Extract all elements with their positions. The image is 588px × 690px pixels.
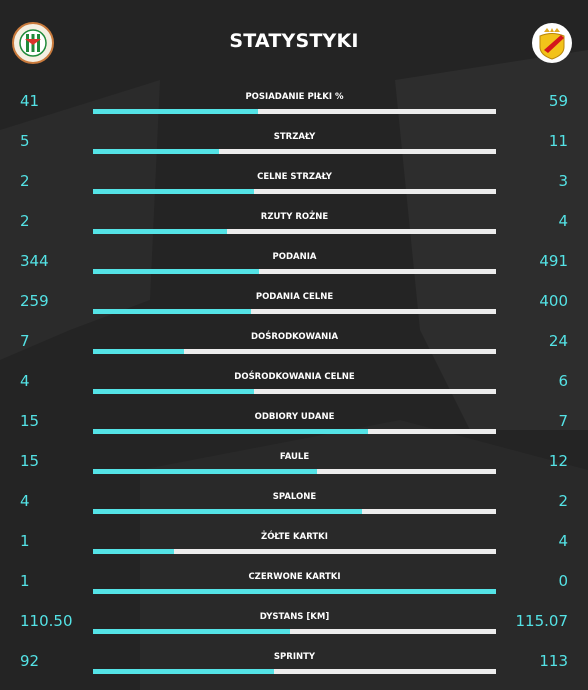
- home-share-fill: [93, 669, 274, 674]
- stat-comparison-bar: [93, 269, 496, 274]
- stat-label: DYSTANS [KM]: [259, 612, 330, 622]
- home-share-fill: [93, 429, 368, 434]
- home-stat-value: 259: [20, 292, 49, 310]
- stat-comparison-bar: [93, 469, 496, 474]
- stat-row: 259 PODANIA CELNE 400: [0, 284, 588, 324]
- stat-row: 15 FAULE 12: [0, 444, 588, 484]
- stat-label: DOŚRODKOWANIA CELNE: [234, 372, 355, 382]
- stat-label: ODBIORY UDANE: [254, 412, 335, 422]
- stat-row: 4 SPALONE 2: [0, 484, 588, 524]
- stat-row: 41 POSIADANIE PIŁKI % 59: [0, 84, 588, 124]
- away-stat-value: 6: [558, 372, 568, 390]
- stat-comparison-bar: [93, 229, 496, 234]
- page-title: STATYSTYKI: [229, 30, 359, 52]
- home-share-fill: [93, 189, 255, 194]
- stat-comparison-bar: [93, 349, 496, 354]
- away-stat-value: 24: [548, 332, 568, 350]
- home-share-fill: [93, 549, 174, 554]
- stat-label: DOŚRODKOWANIA: [250, 332, 339, 342]
- stat-comparison-bar: [93, 629, 496, 634]
- stat-row: 15 ODBIORY UDANE 7: [0, 404, 588, 444]
- away-stat-value: 11: [548, 132, 568, 150]
- stats-list: 41 POSIADANIE PIŁKI % 59 5 STRZAŁY 11 2 CELNE S…: [0, 84, 588, 684]
- stat-label: POSIADANIE PIŁKI %: [245, 92, 344, 102]
- stat-row: 4 DOŚRODKOWANIA CELNE 6: [0, 364, 588, 404]
- away-stat-value: 0: [558, 572, 568, 590]
- stat-label: STRZAŁY: [273, 132, 316, 142]
- stat-row: 5 STRZAŁY 11: [0, 124, 588, 164]
- stat-row: 2 RZUTY ROŻNE 4: [0, 204, 588, 244]
- stat-row: 1 CZERWONE KARTKI 0: [0, 564, 588, 604]
- home-stat-value: 5: [20, 132, 30, 150]
- home-share-fill: [93, 469, 317, 474]
- away-stat-value: 113: [539, 652, 568, 670]
- home-share-fill: [93, 589, 496, 594]
- stat-comparison-bar: [93, 429, 496, 434]
- home-stat-value: 2: [20, 212, 30, 230]
- zaglebie-lubin-crest-icon[interactable]: [12, 22, 54, 64]
- away-stat-value: 400: [539, 292, 568, 310]
- home-stat-value: 7: [20, 332, 30, 350]
- away-stat-value: 59: [548, 92, 568, 110]
- stat-comparison-bar: [93, 589, 496, 594]
- stat-label: FAULE: [279, 452, 310, 462]
- away-stat-value: 12: [548, 452, 568, 470]
- away-stat-value: 4: [558, 532, 568, 550]
- stat-comparison-bar: [93, 189, 496, 194]
- stat-comparison-bar: [93, 509, 496, 514]
- away-stat-value: 3: [558, 172, 568, 190]
- stat-label: PODANIA CELNE: [255, 292, 334, 302]
- stat-row: 1 ŻÓŁTE KARTKI 4: [0, 524, 588, 564]
- home-share-fill: [93, 349, 184, 354]
- home-stat-value: 4: [20, 372, 30, 390]
- stat-row: 2 CELNE STRZAŁY 3: [0, 164, 588, 204]
- stat-comparison-bar: [93, 389, 496, 394]
- away-stat-value: 4: [558, 212, 568, 230]
- home-share-fill: [93, 149, 219, 154]
- home-stat-value: 15: [20, 412, 40, 430]
- home-stat-value: 344: [20, 252, 49, 270]
- stat-comparison-bar: [93, 309, 496, 314]
- home-share-fill: [93, 229, 228, 234]
- stat-label: ŻÓŁTE KARTKI: [261, 532, 328, 542]
- home-stat-value: 1: [20, 572, 30, 590]
- stat-row: 344 PODANIA 491: [0, 244, 588, 284]
- home-share-fill: [93, 309, 252, 314]
- home-stat-value: 41: [20, 92, 40, 110]
- stat-comparison-bar: [93, 549, 496, 554]
- home-stat-value: 110.50: [20, 612, 73, 630]
- home-share-fill: [93, 389, 255, 394]
- home-stat-value: 92: [20, 652, 40, 670]
- stat-comparison-bar: [93, 149, 496, 154]
- stat-row: 110.50 DYSTANS [KM] 115.07: [0, 604, 588, 644]
- stat-comparison-bar: [93, 669, 496, 674]
- home-stat-value: 2: [20, 172, 30, 190]
- home-share-fill: [93, 629, 291, 634]
- stats-header: STATYSTYKI: [0, 0, 588, 84]
- stat-label: SPRINTY: [273, 652, 316, 662]
- home-share-fill: [93, 269, 260, 274]
- stat-row: 92 SPRINTY 113: [0, 644, 588, 684]
- home-stat-value: 4: [20, 492, 30, 510]
- stat-label: RZUTY ROŻNE: [260, 212, 329, 222]
- stat-row: 7 DOŚRODKOWANIA 24: [0, 324, 588, 364]
- away-stat-value: 491: [539, 252, 568, 270]
- stat-label: PODANIA: [272, 252, 317, 262]
- away-stat-value: 2: [558, 492, 568, 510]
- korona-kielce-crest-icon[interactable]: [531, 22, 573, 64]
- stat-label: SPALONE: [272, 492, 317, 502]
- home-stat-value: 15: [20, 452, 40, 470]
- stat-label: CZERWONE KARTKI: [248, 572, 341, 582]
- away-stat-value: 7: [558, 412, 568, 430]
- stat-comparison-bar: [93, 109, 496, 114]
- away-stat-value: 115.07: [515, 612, 569, 630]
- stat-label: CELNE STRZAŁY: [257, 172, 332, 182]
- home-share-fill: [93, 109, 259, 114]
- home-share-fill: [93, 509, 362, 514]
- home-stat-value: 1: [20, 532, 30, 550]
